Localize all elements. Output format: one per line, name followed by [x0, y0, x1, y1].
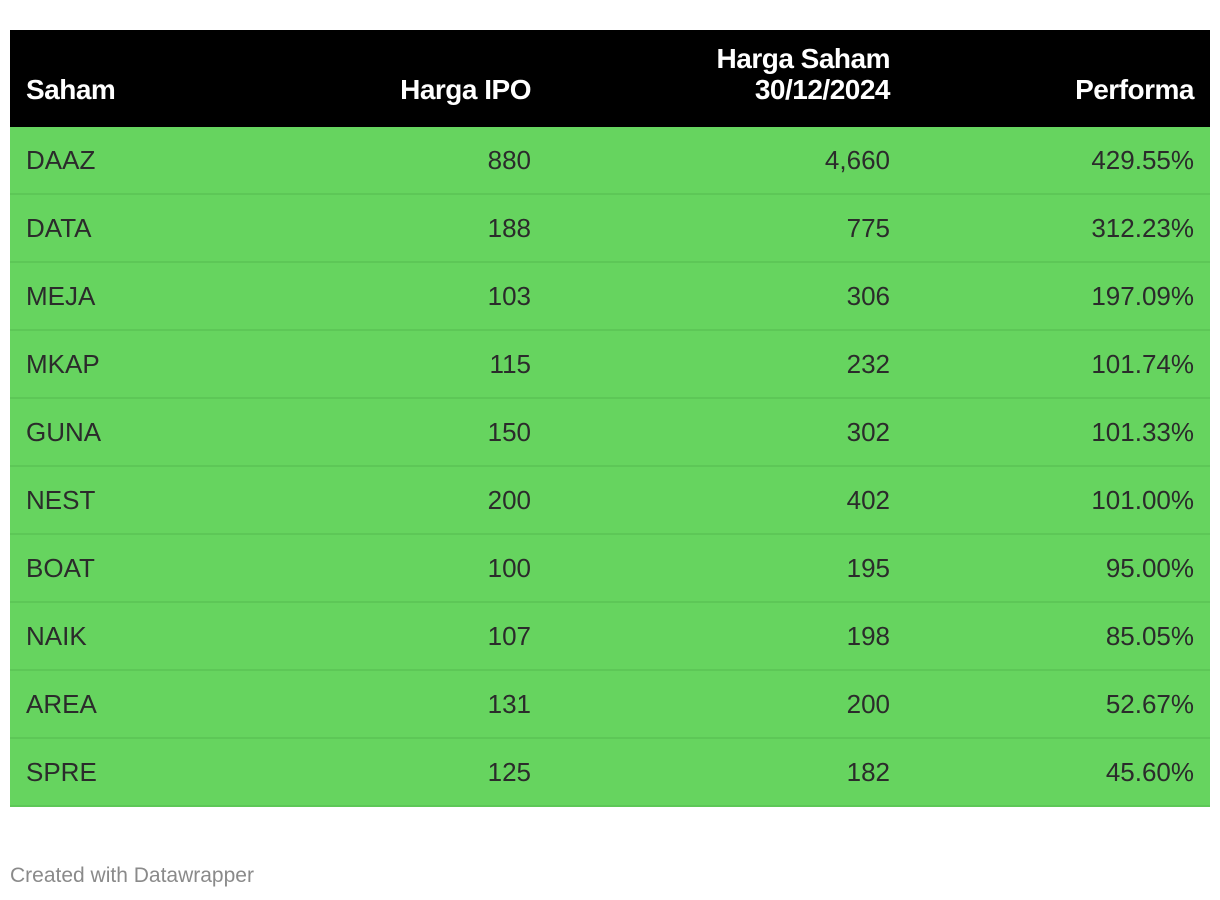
table-cell: 302: [547, 398, 906, 467]
header-text: Harga Saham 30/12/2024: [716, 43, 891, 105]
header-text: Saham: [26, 74, 116, 105]
table-cell: 101.00%: [906, 466, 1210, 535]
table-cell: 52.67%: [906, 670, 1210, 739]
table-cell: 45.60%: [906, 738, 1210, 807]
table-cell: 429.55%: [906, 126, 1210, 195]
table-row: NEST 200 402 101.00%: [10, 466, 1210, 535]
table-cell: 402: [547, 466, 906, 535]
table-row: AREA 131 200 52.67%: [10, 670, 1210, 739]
table-cell: AREA: [10, 670, 297, 739]
data-table: Saham Harga IPO Harga Saham 30/12/2024 Perf…: [10, 30, 1210, 807]
table-head: Saham Harga IPO Harga Saham 30/12/2024 Perf…: [10, 30, 1210, 127]
table-cell: DAAZ: [10, 126, 297, 195]
table-cell: 101.33%: [906, 398, 1210, 467]
table-cell: 188: [297, 194, 547, 263]
table-cell: BOAT: [10, 534, 297, 603]
table-cell: 775: [547, 194, 906, 263]
table-cell: 103: [297, 262, 547, 331]
table-cell: 197.09%: [906, 262, 1210, 331]
table-cell: 150: [297, 398, 547, 467]
table-cell: 85.05%: [906, 602, 1210, 671]
table-container: Saham Harga IPO Harga Saham 30/12/2024 Perf…: [10, 30, 1210, 807]
table-cell: 200: [297, 466, 547, 535]
table-row: MEJA 103 306 197.09%: [10, 262, 1210, 331]
table-row: DAAZ 880 4,660 429.55%: [10, 126, 1210, 195]
table-cell: NAIK: [10, 602, 297, 671]
table-cell: 182: [547, 738, 906, 807]
table-cell: MEJA: [10, 262, 297, 331]
table-row: DATA 188 775 312.23%: [10, 194, 1210, 263]
table-cell: SPRE: [10, 738, 297, 807]
header-text: Harga IPO: [400, 74, 531, 105]
table-cell: GUNA: [10, 398, 297, 467]
table-cell: 198: [547, 602, 906, 671]
table-cell: 4,660: [547, 126, 906, 195]
column-header: Harga Saham 30/12/2024: [547, 30, 906, 127]
table-cell: 101.74%: [906, 330, 1210, 399]
credit: Created with Datawrapper: [10, 864, 254, 887]
table-cell: 125: [297, 738, 547, 807]
table-cell: 107: [297, 602, 547, 671]
table-cell: 100: [297, 534, 547, 603]
table-cell: 131: [297, 670, 547, 739]
table-row: SPRE 125 182 45.60%: [10, 738, 1210, 807]
table-cell: 312.23%: [906, 194, 1210, 263]
table-cell: 115: [297, 330, 547, 399]
table-cell: 880: [297, 126, 547, 195]
column-header: Saham: [10, 30, 297, 127]
header-text: Performa: [1075, 74, 1194, 105]
table-cell: MKAP: [10, 330, 297, 399]
table-row: NAIK 107 198 85.05%: [10, 602, 1210, 671]
table-row: GUNA 150 302 101.33%: [10, 398, 1210, 467]
table-row: BOAT 100 195 95.00%: [10, 534, 1210, 603]
table-cell: 232: [547, 330, 906, 399]
table-cell: 306: [547, 262, 906, 331]
column-header: Performa: [906, 30, 1210, 127]
table-cell: 195: [547, 534, 906, 603]
header-row: Saham Harga IPO Harga Saham 30/12/2024 Perf…: [10, 30, 1210, 127]
table-row: MKAP 115 232 101.74%: [10, 330, 1210, 399]
table-cell: NEST: [10, 466, 297, 535]
table-cell: DATA: [10, 194, 297, 263]
column-header: Harga IPO: [297, 30, 547, 127]
table-cell: 95.00%: [906, 534, 1210, 603]
table-body: DAAZ 880 4,660 429.55% DATA 188 775 312.23% MEJA…: [10, 126, 1210, 807]
table-cell: 200: [547, 670, 906, 739]
